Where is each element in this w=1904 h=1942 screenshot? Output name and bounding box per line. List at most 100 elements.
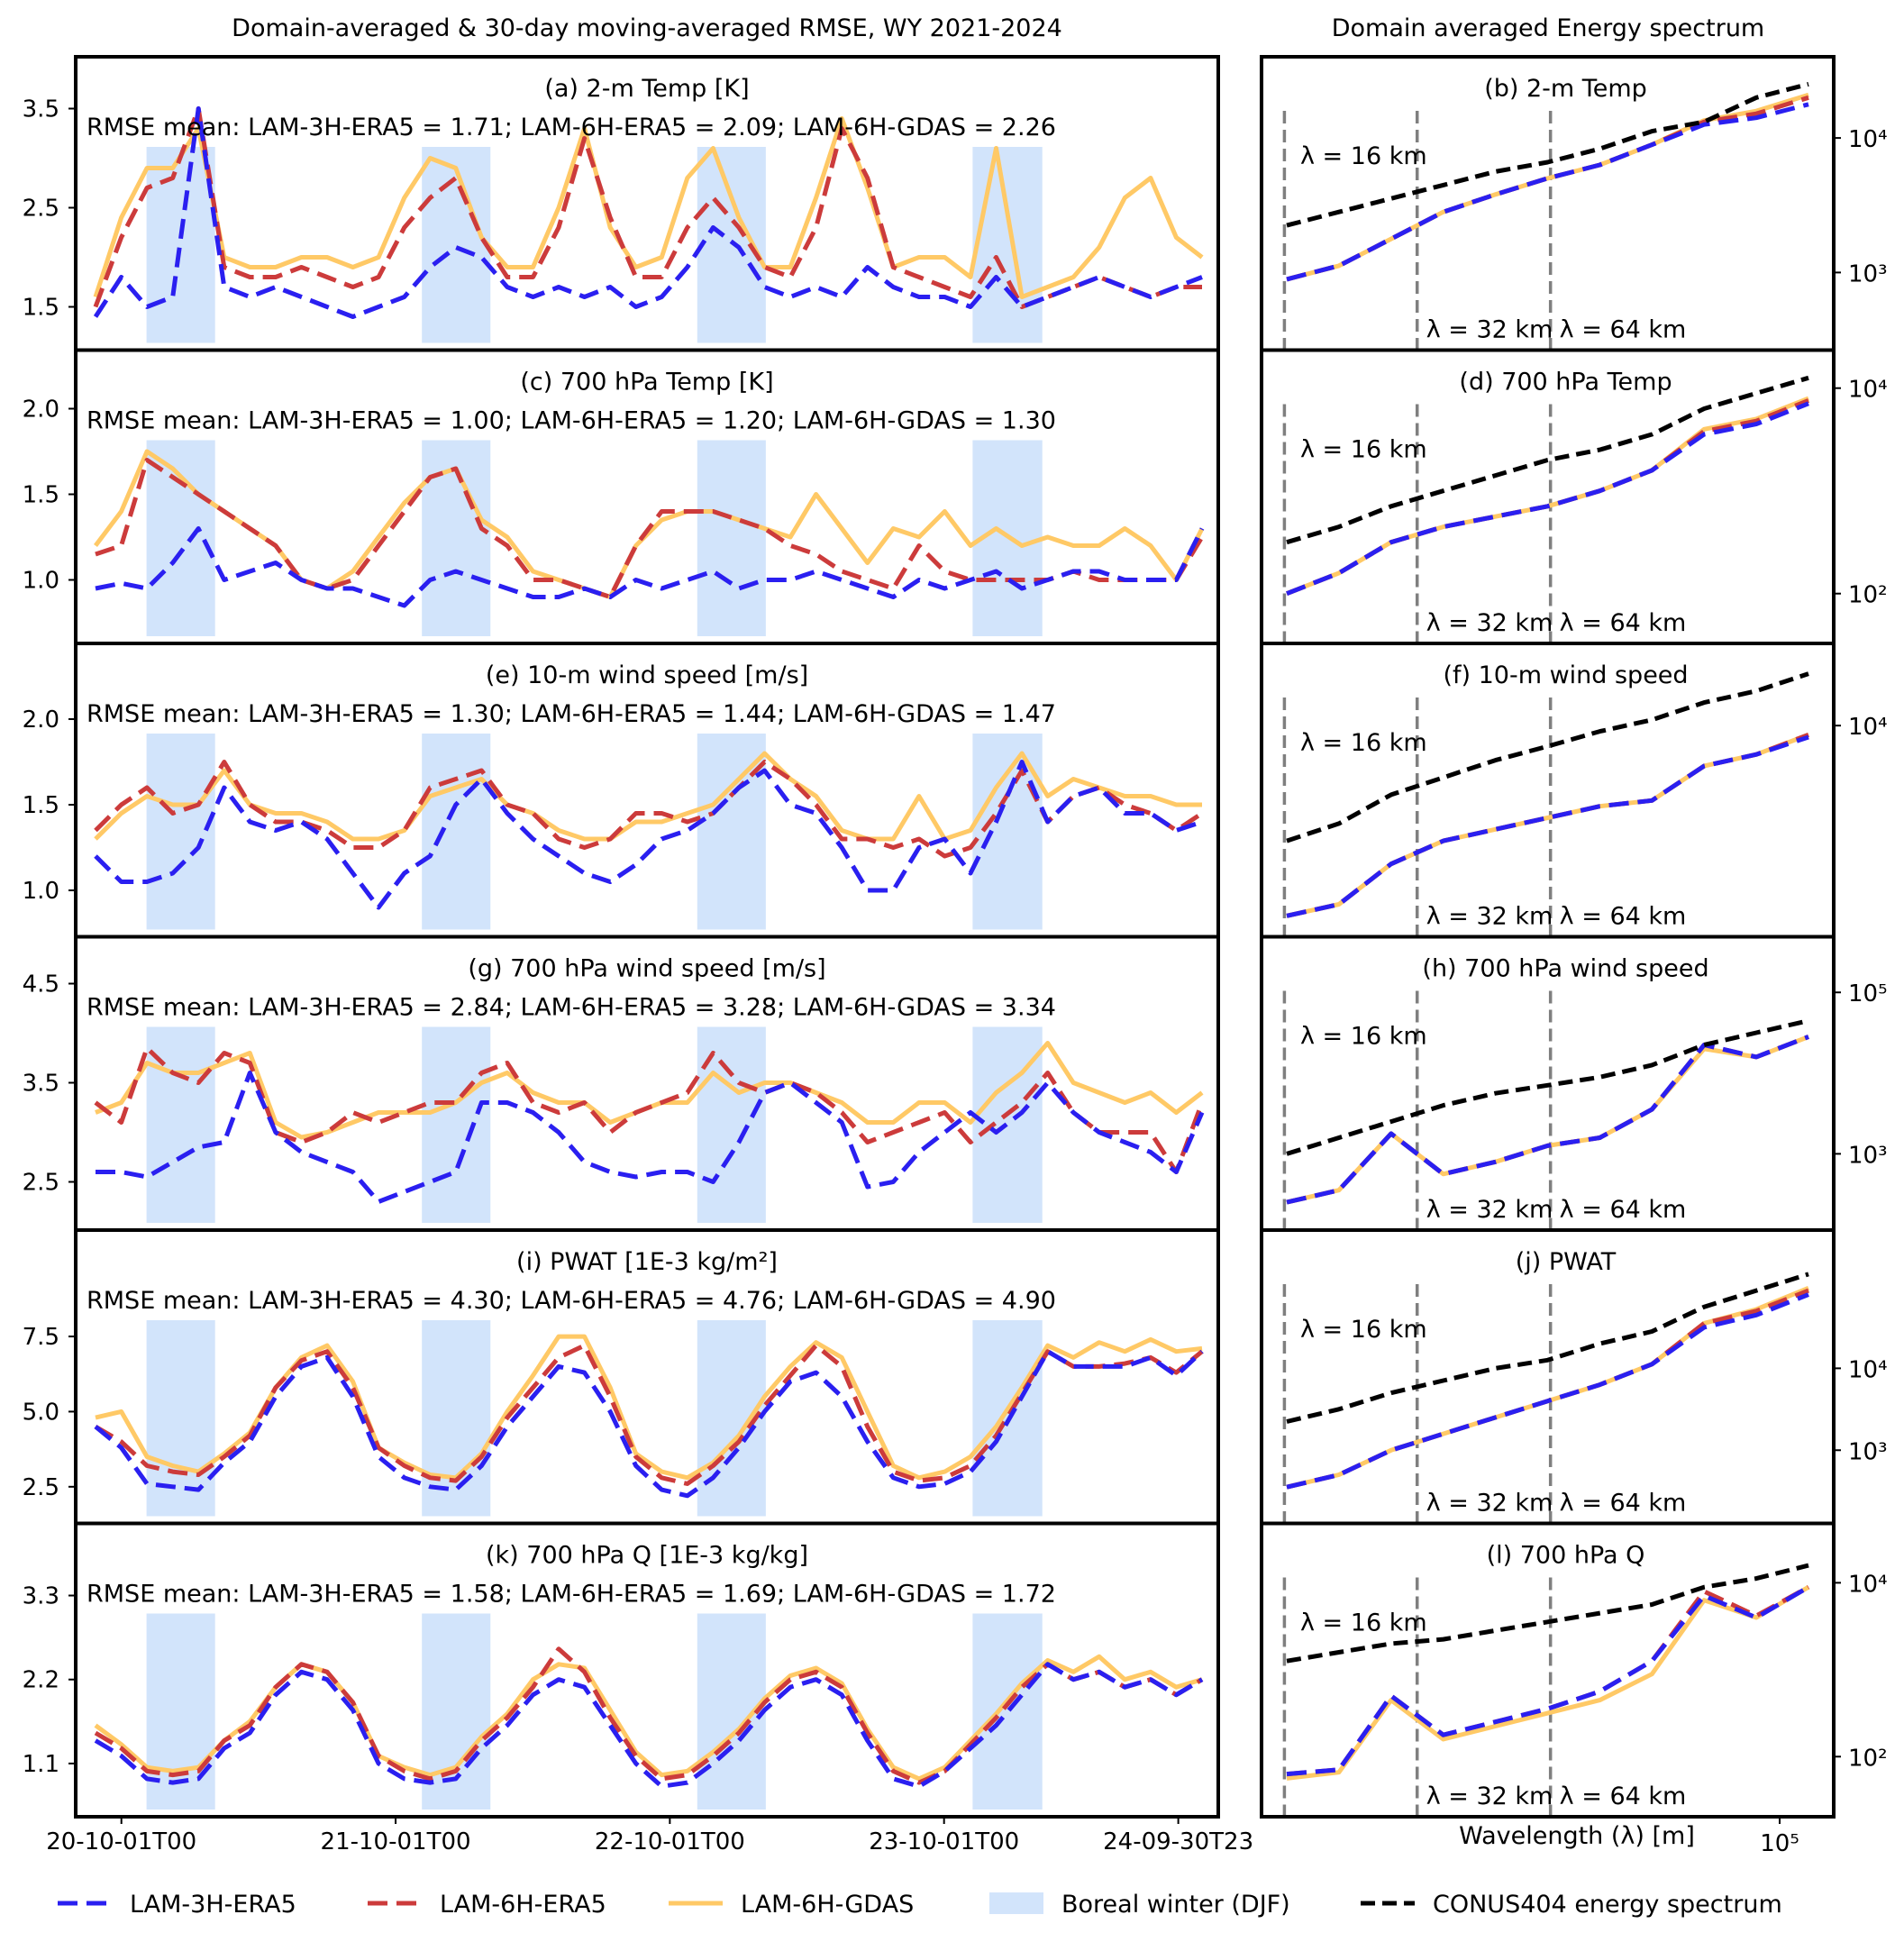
spectrum-line-lam-3h-era5 [1286,1035,1809,1205]
x-tick-label: 24-09-30T23 [1103,1828,1253,1855]
legend-item: LAM-6H-GDAS [669,1891,914,1919]
rmse-panel-6: 1.1 2.2 3.3 (k) 700 hPa Q [1E-3 kg/kg] RMSE … [23,1521,1220,1819]
spectrum-line-conus404 [1286,1018,1809,1156]
lambda-16-label: λ = 16 km [1300,729,1427,757]
spectrum-y-tick-label: 10⁴ [1848,714,1888,741]
y-tick-label: 2.5 [23,1474,59,1501]
spectrum-panel-1: λ = 16 km λ = 32 km λ = 64 km 10³ 10⁴ (b) 2-m… [1260,55,1888,352]
spectrum-y-tick-label: 10⁴ [1848,126,1888,153]
series-line-lam-3h-era5 [94,1662,1204,1789]
spectrum-y-tick-label: 10⁵ [1848,980,1888,1007]
spectrum-y-tick-label: 10⁴ [1848,1571,1888,1598]
spectrum-panel-6: λ = 16 km λ = 32 km λ = 64 km 10² 10⁴ (l) 700… [1260,1521,1888,1819]
series-line-lam-6h-gdas [94,751,1202,842]
lambda-64-label: λ = 64 km [1560,609,1687,637]
series-line-lam-3h-era5 [95,526,1205,608]
spectrum-line-lam-3h-era5 [1286,1585,1810,1777]
x-axis: 20-10-01T00 21-10-01T00 22-10-01T00 23-10-0… [46,1817,1799,1857]
lambda-32-label: λ = 32 km [1426,316,1553,344]
winter-band [697,440,766,636]
y-tick-label: 2.0 [23,707,59,734]
spectrum-title: (d) 700 hPa Temp [1459,369,1672,397]
spectrum-title: (j) PWAT [1516,1248,1617,1276]
y-tick-label: 5.0 [23,1399,59,1426]
legend-item: Boreal winter (DJF) [989,1891,1290,1919]
rmse-mean-label: RMSE mean: LAM-3H-ERA5 = 1.58; LAM-6H-ER… [87,1581,1056,1609]
spectrum-y-tick-label: 10² [1848,1745,1888,1772]
y-tick-label: 1.5 [23,295,59,322]
series-line-lam-6h-era5 [95,458,1205,599]
spectrum-title: (h) 700 hPa wind speed [1422,955,1708,983]
spectrum-title: (f) 10-m wind speed [1443,661,1688,689]
legend-item: LAM-6H-ERA5 [368,1891,606,1919]
lambda-64-label: λ = 64 km [1560,316,1687,344]
y-tick-label: 1.0 [23,878,59,905]
spectrum-line-lam-3h-era5 [1286,734,1809,918]
y-tick-label: 1.5 [23,792,59,819]
lambda-32-label: λ = 32 km [1426,1490,1553,1518]
winter-band [146,147,215,343]
winter-band [422,1026,491,1223]
panel-title: (c) 700 hPa Temp [K] [520,369,773,397]
winter-band [422,734,491,930]
spectrum-line-lam-6h-gdas [1286,1585,1810,1781]
panel-title: (e) 10-m wind speed [m/s] [486,661,808,689]
spectrum-line-conus404 [1286,1272,1809,1424]
legend-item: CONUS404 energy spectrum [1361,1891,1782,1919]
winter-band [972,1026,1043,1223]
y-tick-label: 3.5 [23,1071,59,1098]
legend-label: LAM-3H-ERA5 [130,1891,296,1919]
spectrum-y-tick-label: 10³ [1848,260,1888,287]
left-column-title: Domain-averaged & 30-day moving-averaged… [232,14,1062,42]
lambda-16-label: λ = 16 km [1300,1023,1427,1051]
spectrum-line-conus404 [1286,81,1809,228]
spectrum-panel-2: λ = 16 km λ = 32 km λ = 64 km 10² 10⁴ (d) 700… [1260,348,1888,645]
lambda-32-label: λ = 32 km [1426,903,1553,931]
spectrum-line-lam-6h-era5 [1286,1585,1810,1777]
x-tick-label: 22-10-01T00 [595,1828,745,1855]
winter-band [146,440,215,636]
rmse-panel-1: 1.5 2.5 3.5 (a) 2-m Temp [K] RMSE mean: LAM-… [23,55,1220,352]
y-tick-label: 1.0 [23,568,59,595]
spectrum-y-tick-label: 10³ [1848,1438,1888,1465]
spectrum-frame [1260,1521,1836,1819]
lambda-16-label: λ = 16 km [1300,1316,1427,1344]
series-line-lam-6h-gdas [93,116,1204,299]
panel-title: (a) 2-m Temp [K] [544,75,749,103]
rmse-panel-4: 2.5 3.5 4.5 (g) 700 hPa wind speed [m/s] RMS… [23,935,1220,1232]
series-line-lam-6h-era5 [93,106,1202,309]
spectrum-title: (l) 700 hPa Q [1487,1542,1645,1570]
winter-band [146,734,215,930]
spectrum-x-tick-label: 10⁵ [1760,1830,1799,1857]
winter-band [972,147,1043,343]
x-tick-label: 23-10-01T00 [869,1828,1019,1855]
spectrum-panel-5: λ = 16 km λ = 32 km λ = 64 km 10³ 10⁴ (j) PWA… [1260,1228,1888,1526]
spectrum-title: (b) 2-m Temp [1484,75,1647,103]
y-tick-label: 3.3 [23,1583,59,1610]
panel-title: (i) PWAT [1E-3 kg/m²] [516,1248,778,1276]
spectrum-line-conus404 [1286,671,1809,843]
y-tick-label: 1.5 [23,482,59,509]
series-line-lam-3h-era5 [96,1071,1205,1204]
series-line-lam-6h-era5 [94,1343,1204,1486]
series-line-lam-3h-era5 [94,760,1203,910]
spectrum-y-tick-label: 10³ [1848,1142,1888,1169]
spectrum-line-conus404 [1286,375,1809,545]
lambda-64-label: λ = 64 km [1560,1196,1687,1224]
legend: LAM-3H-ERA5 LAM-6H-ERA5 LAM-6H-GDAS Boreal … [58,1891,1782,1919]
spectrum-line-conus404 [1286,1563,1809,1664]
rmse-mean-label: RMSE mean: LAM-3H-ERA5 = 2.84; LAM-6H-ER… [87,994,1056,1022]
x-tick-label: 21-10-01T00 [321,1828,471,1855]
y-tick-label: 4.5 [23,971,59,998]
spectrum-panel-4: λ = 16 km λ = 32 km λ = 64 km 10³ 10⁵ (h) 700… [1260,935,1888,1232]
panel-title: (k) 700 hPa Q [1E-3 kg/kg] [486,1542,808,1570]
panel-title: (g) 700 hPa wind speed [m/s] [468,955,825,983]
y-tick-label: 2.5 [23,1170,59,1197]
series-line-lam-6h-era5 [94,1646,1204,1785]
legend-label: CONUS404 energy spectrum [1433,1891,1782,1919]
lambda-32-label: λ = 32 km [1426,1196,1553,1224]
lambda-64-label: λ = 64 km [1560,903,1687,931]
spectrum-line-lam-3h-era5 [1286,1292,1809,1490]
series-line-lam-6h-era5 [94,1045,1205,1174]
legend-label: Boreal winter (DJF) [1061,1891,1290,1919]
